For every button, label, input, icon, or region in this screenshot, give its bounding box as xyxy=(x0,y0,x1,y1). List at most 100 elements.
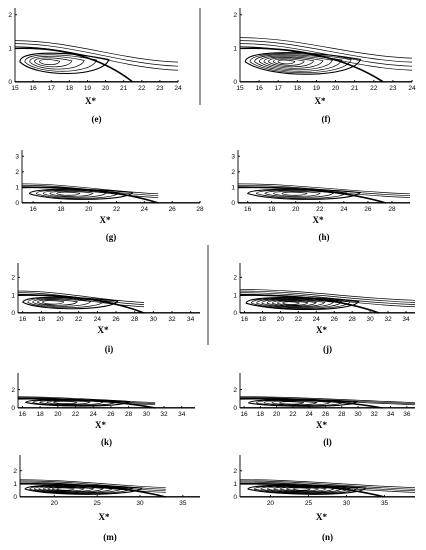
outer-streamline xyxy=(14,43,179,67)
outer-streamline xyxy=(239,292,416,305)
x-tick-label: 30 xyxy=(143,411,151,418)
outer-streamline xyxy=(17,396,156,403)
outer-streamline xyxy=(239,397,416,405)
x-tick-label: 26 xyxy=(107,411,115,418)
panel-l: 16 18 20 22 24 26 28 30 32 34 36 0 2 X* (l) xyxy=(233,373,416,447)
panel-caption: (e) xyxy=(92,114,102,124)
y-tick-label: 2 xyxy=(233,12,237,19)
outer-streamline xyxy=(21,186,159,198)
recirculation-loop xyxy=(263,400,331,406)
outer-streamline xyxy=(239,397,416,406)
x-tick-label: 24 xyxy=(313,316,321,323)
x-tick-label: 24 xyxy=(94,316,102,323)
y-tick-label: 2 xyxy=(233,387,237,394)
x-tick-label: 22 xyxy=(72,411,80,418)
outer-streamline xyxy=(239,293,416,308)
x-tick-label: 32 xyxy=(371,411,379,418)
x-tick-label: 28 xyxy=(349,316,357,323)
x-tick-label: 28 xyxy=(131,316,139,323)
x-tick-label: 18 xyxy=(257,411,265,418)
panel-m: 20 25 30 35 0 1 2 X* (m) xyxy=(13,455,200,542)
panel-caption: (i) xyxy=(105,344,114,354)
outer-streamline xyxy=(239,396,416,403)
x-tick-label: 26 xyxy=(364,206,372,213)
recirculation-loop xyxy=(282,301,300,305)
y-tick-label: 0 xyxy=(8,79,12,86)
x-tick-label: 18 xyxy=(57,206,65,213)
recirculation-loop xyxy=(255,189,348,199)
recirculation-loop xyxy=(271,400,318,405)
outer-streamline xyxy=(237,183,411,195)
recirculation-loop xyxy=(281,191,308,196)
x-tick-label: 23 xyxy=(389,85,397,92)
separation-streamline xyxy=(14,47,134,83)
recirculation-loop xyxy=(56,191,81,196)
recirculation-loop xyxy=(261,298,334,308)
recirculation-loop xyxy=(277,59,296,65)
x-axis-label: X* xyxy=(316,325,327,335)
x-tick-label: 20 xyxy=(56,316,64,323)
x-tick-label: 20 xyxy=(102,85,110,92)
recirculation-loop xyxy=(249,53,352,74)
x-tick-label: 23 xyxy=(156,85,164,92)
x-tick-label: 34 xyxy=(187,316,195,323)
y-tick-label: 1 xyxy=(231,185,235,192)
recirculation-loop xyxy=(39,59,61,65)
x-tick-label: 18 xyxy=(259,316,267,323)
x-axis-label: X* xyxy=(99,512,110,522)
x-tick-label: 35 xyxy=(179,500,187,507)
x-axis-label: X* xyxy=(316,512,327,522)
x-tick-label: 17 xyxy=(275,85,283,92)
recirculation-loop xyxy=(254,54,343,72)
x-tick-label: 20 xyxy=(267,500,275,507)
outer-streamline xyxy=(239,290,416,303)
recirculation-loop xyxy=(279,401,305,405)
x-tick-label: 22 xyxy=(289,411,297,418)
recirculation-loop xyxy=(22,296,119,310)
recirculation-loop xyxy=(42,486,104,493)
x-tick-label: 26 xyxy=(331,316,339,323)
recirculation-loop xyxy=(38,485,114,493)
y-tick-label: 2 xyxy=(8,12,12,19)
x-tick-label: 21 xyxy=(351,85,359,92)
recirculation-loop xyxy=(42,300,65,305)
y-tick-label: 0 xyxy=(233,79,237,86)
x-tick-label: 30 xyxy=(343,500,351,507)
x-tick-label: 36 xyxy=(403,411,411,418)
x-tick-label: 20 xyxy=(292,206,300,213)
y-tick-label: 2 xyxy=(231,169,235,176)
recirculation-loop xyxy=(53,400,78,405)
y-tick-label: 0 xyxy=(233,310,237,317)
recirculation-loop xyxy=(260,485,351,494)
x-tick-label: 24 xyxy=(306,411,314,418)
outer-streamline xyxy=(239,40,413,63)
recirculation-loop xyxy=(292,487,311,491)
recirculation-loop xyxy=(273,486,335,493)
x-tick-label: 22 xyxy=(138,85,146,92)
outer-streamline xyxy=(239,479,416,489)
x-tick-label: 24 xyxy=(90,411,98,418)
recirculation-loop xyxy=(263,56,324,69)
outer-streamline xyxy=(239,43,413,67)
x-tick-label: 20 xyxy=(332,85,340,92)
recirculation-loop xyxy=(34,57,73,68)
panel-k: 16 18 20 22 24 26 28 30 32 34 0 2 X* (k) xyxy=(11,373,195,447)
x-tick-label: 22 xyxy=(113,206,121,213)
x-tick-label: 20 xyxy=(85,206,93,213)
x-tick-label: 30 xyxy=(136,500,144,507)
y-tick-label: 0 xyxy=(231,200,235,207)
recirculation-loop xyxy=(25,398,131,407)
x-axis-label: X* xyxy=(313,215,324,225)
recirculation-loop xyxy=(286,487,319,492)
x-tick-label: 32 xyxy=(168,316,176,323)
x-tick-label: 34 xyxy=(387,411,395,418)
x-tick-label: 30 xyxy=(150,316,158,323)
x-axis-label: X* xyxy=(85,96,96,106)
y-tick-label: 0 xyxy=(11,405,15,412)
recirculation-loop xyxy=(19,52,110,75)
y-tick-label: 0 xyxy=(15,200,19,207)
x-tick-label: 32 xyxy=(160,411,168,418)
x-tick-label: 18 xyxy=(268,206,276,213)
panel-g: 16 18 20 22 24 26 28 0 1 2 3 X* (g) xyxy=(15,150,204,242)
